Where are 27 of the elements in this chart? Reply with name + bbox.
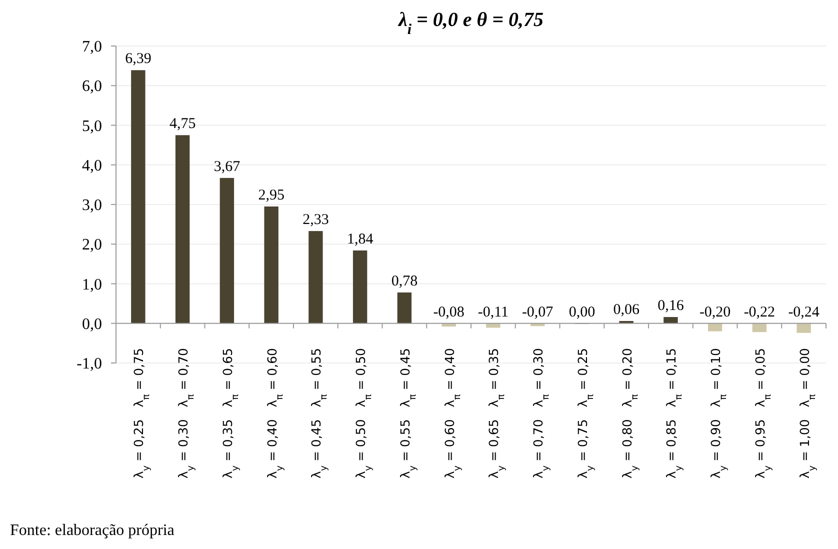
data-label: -0,22 xyxy=(744,304,776,320)
y-tick-label: 5,0 xyxy=(82,118,102,135)
y-tick-label: -1,0 xyxy=(76,356,102,373)
data-label: 0,16 xyxy=(658,298,684,314)
source-note: Fonte: elaboração própria xyxy=(10,522,174,539)
y-tick-label: 6,0 xyxy=(82,78,102,96)
data-label: 0,00 xyxy=(568,304,596,320)
y-tick-label: 0,0 xyxy=(82,316,102,333)
y-tick-label: 1,0 xyxy=(82,276,102,294)
data-label: -0,11 xyxy=(478,304,509,320)
data-label: -0,08 xyxy=(433,304,464,320)
data-label: 0,06 xyxy=(613,302,640,318)
data-label: 0,78 xyxy=(391,273,418,290)
data-label: 1,84 xyxy=(346,231,374,248)
data-label: 6,39 xyxy=(125,51,152,68)
data-label: -0,07 xyxy=(522,304,554,320)
data-label: -0,24 xyxy=(788,304,820,320)
data-label: 2,95 xyxy=(258,187,284,204)
y-tick-label: 3,0 xyxy=(82,197,102,214)
chart-title: λ$_{i}$ = 0,0 e θ = 0,75 xyxy=(397,9,544,38)
y-tick-label: 4,0 xyxy=(82,157,102,174)
y-tick-label: 2,0 xyxy=(82,236,102,254)
data-label: -0,20 xyxy=(699,304,731,320)
data-label: 3,67 xyxy=(214,158,241,175)
y-tick-label: 7,0 xyxy=(82,38,102,56)
data-label: 2,33 xyxy=(302,212,329,228)
data-label: 4,75 xyxy=(169,116,196,132)
